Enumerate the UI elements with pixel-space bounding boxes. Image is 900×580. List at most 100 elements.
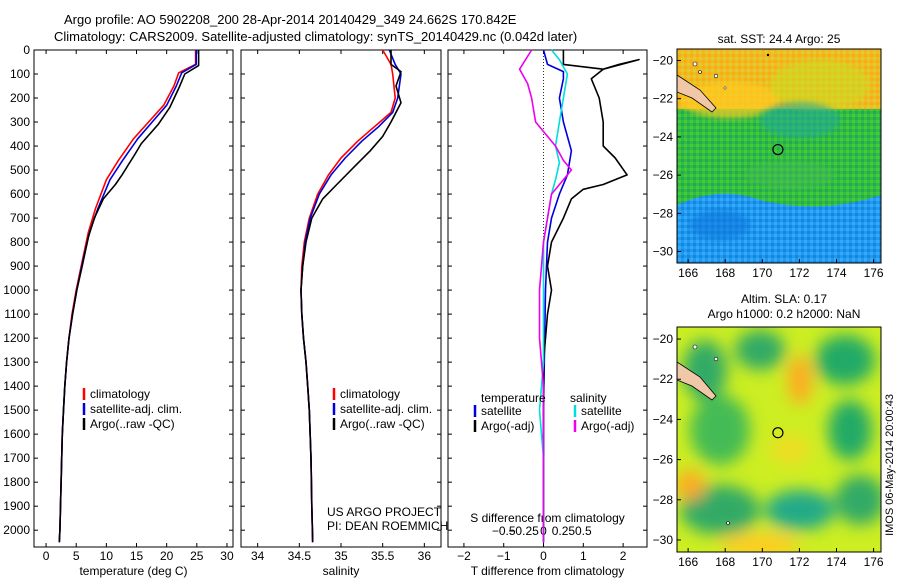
map-x-tick-label: 176 (864, 555, 884, 569)
x-axis-label-top: S difference from climatology (470, 511, 625, 525)
s-tick-label: −0.5 (492, 524, 516, 538)
map-x-tick-label: 170 (752, 266, 772, 280)
x-tick-label: 15 (130, 549, 144, 563)
y-tick-label: 400 (10, 139, 30, 153)
map-frame-0 (676, 48, 882, 264)
profile-panel-0-frame (33, 49, 234, 548)
x-tick-label: 30 (220, 549, 234, 563)
map-y-tick-label: −30 (653, 245, 674, 259)
y-tick-label: 300 (10, 115, 30, 129)
y-tick-label: 600 (10, 187, 30, 201)
x-tick-label: 35.5 (371, 549, 395, 563)
map-y-tick-label: −28 (653, 206, 674, 220)
y-tick-label: 500 (10, 163, 30, 177)
x-tick-label: −2 (457, 549, 471, 563)
legend-label: climatology (90, 387, 150, 401)
sla-map-field (677, 327, 881, 552)
series-line-magenta (518, 49, 573, 543)
s-tick-label: −0.25 (508, 524, 539, 538)
map-x-tick-label: 168 (715, 555, 735, 569)
x-tick-label: 34.5 (288, 549, 312, 563)
map-x-tick-label: 174 (826, 266, 846, 280)
legend-label: satellite-adj. clim. (340, 402, 432, 416)
s-tick-label: 0.5 (575, 524, 592, 538)
y-tick-label: 700 (10, 211, 30, 225)
argo-position-marker (772, 427, 784, 439)
map-y-tick-label: −20 (653, 332, 674, 346)
y-tick-label: 200 (10, 91, 30, 105)
y-tick-label: 800 (10, 235, 30, 249)
map-x-tick-label: 174 (826, 555, 846, 569)
series-line-black (300, 50, 402, 543)
y-tick-label: 1300 (3, 355, 30, 369)
legend-label: Argo(..raw -QC) (90, 417, 175, 431)
map-y-tick-label: −24 (653, 412, 674, 426)
y-tick-label: 1800 (3, 475, 30, 489)
legend-label: Argo(..raw -QC) (340, 417, 425, 431)
legend-label: satellite (481, 404, 522, 418)
map-x-tick-label: 168 (715, 266, 735, 280)
legend-title-temperature: temperature (481, 391, 546, 405)
y-tick-label: 1100 (4, 307, 30, 321)
map-y-tick-label: −26 (653, 453, 674, 467)
footer-timestamp: IMOS 06-May-2014 20:00:43 (884, 394, 896, 536)
x-tick-label: −1 (497, 549, 511, 563)
y-tick-label: 1700 (3, 451, 30, 465)
y-tick-label: 100 (10, 67, 30, 81)
map-x-tick-label: 172 (789, 266, 809, 280)
series-line-black (58, 50, 200, 543)
s-tick-label: 0.25 (552, 524, 576, 538)
y-tick-label: 2000 (3, 523, 30, 537)
series-line-blue (542, 49, 573, 543)
y-tick-label: 1200 (3, 331, 30, 345)
sst-map-field (677, 49, 881, 263)
map-frame-1 (676, 326, 882, 553)
legend-label: climatology (340, 387, 400, 401)
y-tick-label: 1400 (3, 379, 30, 393)
x-tick-label: 34 (251, 549, 265, 563)
x-tick-label: 1 (580, 549, 587, 563)
profile-panel-1-frame (240, 49, 442, 548)
map-y-tick-label: −20 (653, 53, 674, 67)
argo-position-marker (772, 143, 784, 156)
map-y-tick-label: −24 (653, 130, 674, 144)
legend-label: satellite (581, 404, 622, 418)
map-title: Altim. SLA: 0.17 (741, 292, 827, 306)
y-tick-label: 1600 (3, 427, 30, 441)
x-axis-label: salinity (323, 564, 360, 578)
map-x-tick-label: 166 (678, 555, 698, 569)
map-x-tick-label: 172 (789, 555, 809, 569)
profile-panel-2-frame (447, 49, 648, 548)
legend-label: satellite-adj. clim. (90, 402, 182, 416)
header-line-2: Climatology: CARS2009. Satellite-adjuste… (54, 29, 578, 44)
y-tick-label: 900 (10, 259, 30, 273)
map-y-tick-label: −28 (653, 493, 674, 507)
legend-title-salinity: salinity (570, 391, 607, 405)
x-tick-label: 10 (100, 549, 114, 563)
y-tick-label: 1000 (3, 283, 30, 297)
y-tick-label: 1500 (3, 403, 30, 417)
x-tick-label: 2 (620, 549, 627, 563)
annotation-project: US ARGO PROJECT (327, 505, 442, 519)
map-y-tick-label: −22 (653, 92, 674, 106)
map-x-tick-label: 176 (864, 266, 884, 280)
x-tick-label: 36 (418, 549, 432, 563)
x-axis-label: temperature (deg C) (79, 564, 187, 578)
map-x-tick-label: 170 (752, 555, 772, 569)
legend-label: Argo(-adj) (481, 419, 534, 433)
series-line-black (542, 50, 640, 543)
y-tick-label: 1900 (3, 499, 30, 513)
x-tick-label: 0 (540, 549, 547, 563)
x-tick-label: 0 (43, 549, 50, 563)
map-y-tick-label: −22 (653, 372, 674, 386)
map-x-tick-label: 166 (678, 266, 698, 280)
map-subtitle: Argo h1000: 0.2 h2000: NaN (708, 307, 861, 321)
x-tick-label: 5 (73, 549, 80, 563)
y-tick-label: 0 (23, 43, 30, 57)
header-line-1: Argo profile: AO 5902208_200 28-Apr-2014… (64, 12, 517, 27)
map-y-tick-label: −30 (653, 533, 674, 547)
x-axis-label: T difference from climatology (471, 564, 625, 578)
map-title: sat. SST: 24.4 Argo: 25 (718, 32, 841, 46)
